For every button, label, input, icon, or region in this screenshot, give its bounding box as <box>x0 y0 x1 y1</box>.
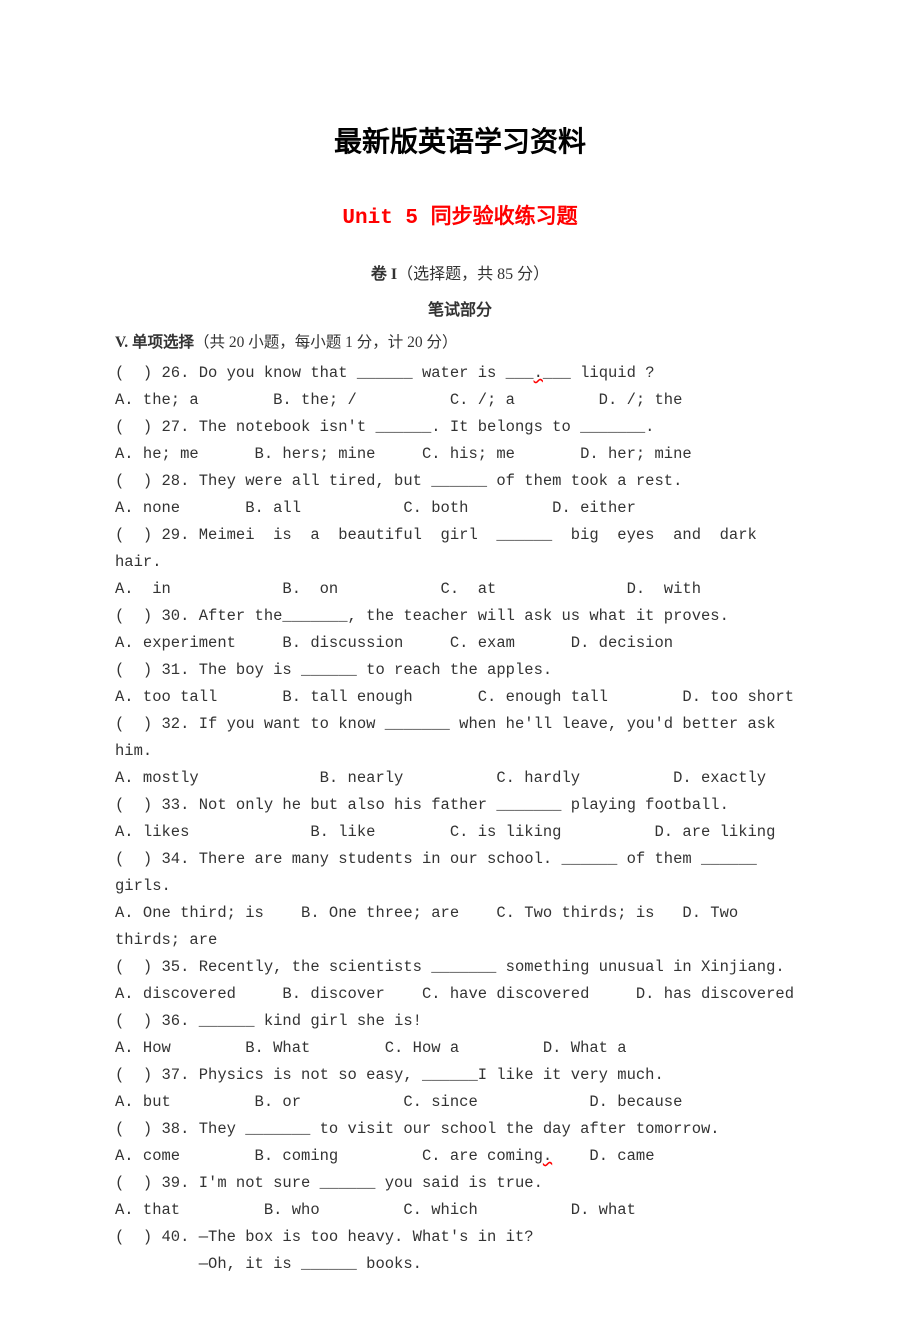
q36-stem: ( ) 36. ______ kind girl she is! <box>115 1008 805 1035</box>
title-paper: 卷 I（选择题，共 85 分） <box>115 260 805 284</box>
q36-opts: A. How B. What C. How a D. What a <box>115 1035 805 1062</box>
q35-stem: ( ) 35. Recently, the scientists _______… <box>115 954 805 981</box>
q37-opts: A. but B. or C. since D. because <box>115 1089 805 1116</box>
q33-stem: ( ) 33. Not only he but also his father … <box>115 792 805 819</box>
q39-opts: A. that B. who C. which D. what <box>115 1197 805 1224</box>
q26-stem: ( ) 26. Do you know that ______ water is… <box>115 364 534 382</box>
q38-opts-b: D. came <box>552 1147 654 1165</box>
q29-stem: ( ) 29. Meimei is a beautiful girl _____… <box>115 522 805 576</box>
q38-opts: A. come B. coming C. are coming. D. came <box>115 1143 805 1170</box>
q34-stem: ( ) 34. There are many students in our s… <box>115 846 805 900</box>
q31-opts: A. too tall B. tall enough C. enough tal… <box>115 684 805 711</box>
q27-opts: A. he; me B. hers; mine C. his; me D. he… <box>115 441 805 468</box>
q34-opts: A. One third; is B. One three; are C. Tw… <box>115 900 805 954</box>
q26-stem2: ___ liquid ? <box>543 364 655 382</box>
section-v-header: V. 单项选择（共 20 小题，每小题 1 分，计 20 分） <box>115 330 805 352</box>
q26: ( ) 26. Do you know that ______ water is… <box>115 360 805 387</box>
q40-stem: ( ) 40. —The box is too heavy. What's in… <box>115 1224 805 1251</box>
q31-stem: ( ) 31. The boy is ______ to reach the a… <box>115 657 805 684</box>
q32-opts: A. mostly B. nearly C. hardly D. exactly <box>115 765 805 792</box>
wavy-dot-icon: . <box>534 364 543 382</box>
q37-stem: ( ) 37. Physics is not so easy, ______I … <box>115 1062 805 1089</box>
section-v-label-bold: V. 单项选择 <box>115 334 194 351</box>
q28-opts: A. none B. all C. both D. either <box>115 495 805 522</box>
q30-stem: ( ) 30. After the_______, the teacher wi… <box>115 603 805 630</box>
q28-stem: ( ) 28. They were all tired, but ______ … <box>115 468 805 495</box>
paper-label-bold: 卷 I <box>371 266 397 283</box>
q39-stem: ( ) 39. I'm not sure ______ you said is … <box>115 1170 805 1197</box>
q32-stem: ( ) 32. If you want to know _______ when… <box>115 711 805 765</box>
q38-stem: ( ) 38. They _______ to visit our school… <box>115 1116 805 1143</box>
q30-opts: A. experiment B. discussion C. exam D. d… <box>115 630 805 657</box>
title-writing: 笔试部分 <box>115 296 805 320</box>
q35-opts: A. discovered B. discover C. have discov… <box>115 981 805 1008</box>
title-main: 最新版英语学习资料 <box>115 120 805 160</box>
page: 最新版英语学习资料 Unit 5 同步验收练习题 卷 I（选择题，共 85 分）… <box>0 0 920 1338</box>
section-v-label-rest: （共 20 小题，每小题 1 分，计 20 分） <box>194 334 458 351</box>
title-unit: Unit 5 同步验收练习题 <box>115 200 805 230</box>
q29-opts: A. in B. on C. at D. with <box>115 576 805 603</box>
q33-opts: A. likes B. like C. is liking D. are lik… <box>115 819 805 846</box>
q26-opts: A. the; a B. the; / C. /; a D. /; the <box>115 387 805 414</box>
paper-label-rest: （选择题，共 85 分） <box>397 266 549 283</box>
q40-line2: —Oh, it is ______ books. <box>115 1251 805 1278</box>
wavy-dot-icon: . <box>543 1147 552 1165</box>
q38-opts-a: A. come B. coming C. are coming <box>115 1147 543 1165</box>
q27-stem: ( ) 27. The notebook isn't ______. It be… <box>115 414 805 441</box>
